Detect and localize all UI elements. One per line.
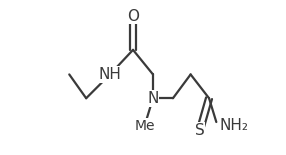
Text: O: O (127, 9, 139, 24)
Text: NH₂: NH₂ (219, 118, 248, 133)
Text: N: N (147, 91, 159, 106)
Text: S: S (195, 123, 205, 138)
Text: Me: Me (134, 119, 155, 133)
Text: NH: NH (99, 67, 122, 82)
